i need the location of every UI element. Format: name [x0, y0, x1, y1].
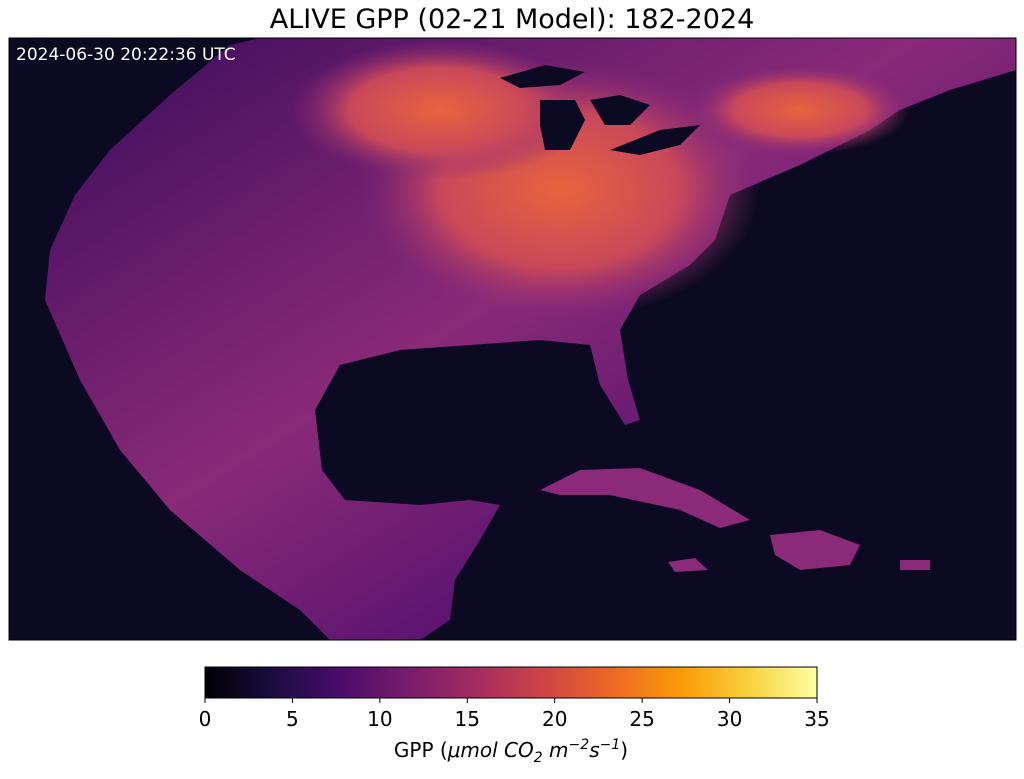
great-lakes — [500, 65, 700, 155]
cuba — [540, 468, 750, 528]
colorbar-tick-label: 0 — [199, 707, 212, 731]
colorbar-tick-label: 35 — [804, 707, 829, 731]
land — [45, 38, 1016, 640]
colorbar-tick-label: 15 — [455, 707, 480, 731]
colorbar-label: GPP (μmol CO2 m−2s−1) — [394, 737, 628, 766]
map-frame — [8, 37, 1017, 641]
map: 2024-06-30 20:22:36 UTC — [9, 38, 1016, 640]
colorbar-tick-label: 20 — [542, 707, 567, 731]
timestamp: 2024-06-30 20:22:36 UTC — [16, 45, 236, 65]
colorbar-tick-label: 5 — [286, 707, 299, 731]
colorbar — [204, 666, 818, 699]
hispaniola — [770, 530, 860, 570]
high-gpp-region — [690, 65, 910, 155]
colorbar-tick-label: 10 — [367, 707, 392, 731]
colorbar-tick-label: 25 — [629, 707, 654, 731]
colorbar-tick-label: 30 — [717, 707, 742, 731]
title: ALIVE GPP (02-21 Model): 182-2024 — [270, 4, 755, 35]
jamaica — [668, 558, 708, 572]
puerto-rico — [900, 560, 930, 570]
